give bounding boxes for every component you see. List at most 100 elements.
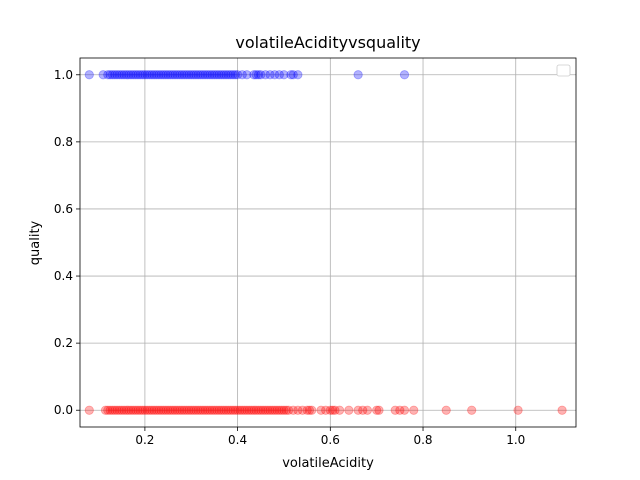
quality-0-point [242,405,252,415]
quality-1-point [135,70,145,80]
quality-0-point [395,405,405,415]
quality-1-point [214,70,224,80]
quality-1-point [209,70,220,80]
quality-0-point [195,405,206,415]
quality-0-point [274,405,284,415]
quality-0-point [84,405,94,415]
quality-0-point [128,405,138,415]
quality-0-point [362,405,373,415]
quality-0-point [140,405,150,415]
x-tick-label: 1.0 [506,433,525,447]
quality-1-point [165,70,175,80]
y-tick-label: 0.6 [54,202,73,216]
quality-1-point [158,70,169,80]
quality-1-point [242,70,252,80]
quality-1-point [188,70,199,80]
quality-1-point [195,70,206,80]
quality-1-point [293,70,303,80]
quality-1-point [103,70,113,80]
quality-0-point [165,405,175,415]
quality-0-point [163,405,173,415]
quality-1-point [107,70,118,80]
quality-1-point [110,70,120,80]
y-tick-label: 0.8 [54,135,73,149]
quality-0-point [399,405,410,415]
quality-0-point [513,405,523,415]
quality-1-point [151,70,162,80]
quality-1-point [265,70,275,80]
y-tick-label: 1.0 [54,68,73,82]
quality-0-point [216,405,226,415]
quality-1-point [105,70,115,80]
data-points [84,70,567,415]
quality-0-point [179,405,189,415]
quality-0-point [168,405,178,415]
quality-0-point [467,405,477,415]
quality-1-point [161,70,171,80]
quality-1-point [219,70,229,80]
quality-0-point [144,405,155,415]
quality-0-point [182,405,192,415]
quality-1-point [128,70,138,80]
quality-1-point [140,70,150,80]
quality-0-point [265,405,275,415]
quality-0-point [207,405,217,415]
quality-1-point [205,70,215,80]
quality-0-point [328,405,338,415]
quality-1-point [154,70,164,80]
quality-1-point [202,70,213,80]
quality-0-point [117,405,127,415]
quality-0-point [193,405,203,415]
quality-0-point [114,405,125,415]
quality-0-point [330,405,340,415]
quality-1-point [186,70,196,80]
y-tick-label: 0.4 [54,269,73,283]
quality-0-point [221,405,231,415]
quality-1-point [147,70,157,80]
quality-0-point [105,405,115,415]
quality-1-point [228,70,238,80]
quality-0-point [135,405,145,415]
quality-0-point [131,405,141,415]
quality-0-point [142,405,152,415]
quality-1-point [230,70,240,80]
quality-1-point [193,70,203,80]
quality-1-point [98,70,108,80]
quality-0-point [112,405,122,415]
quality-0-point [147,405,157,415]
quality-0-point [212,405,222,415]
quality-0-point [260,405,271,415]
quality-0-point [244,405,254,415]
quality-1-point [399,70,410,80]
quality-0-point [307,405,317,415]
quality-0-point [344,405,354,415]
x-axis-label: volatileAcidity [282,456,374,471]
quality-1-point [142,70,152,80]
quality-0-point [279,405,289,415]
quality-1-point [184,70,194,80]
quality-1-point [207,70,217,80]
quality-0-point [233,405,243,415]
quality-1-point [212,70,222,80]
quality-0-point [374,405,384,415]
quality-0-point [184,405,194,415]
quality-1-point [182,70,192,80]
quality-1-point [233,70,243,80]
quality-0-point [154,405,164,415]
quality-0-point [103,405,113,415]
y-tick-label: 0.2 [54,336,73,350]
quality-0-point [151,405,162,415]
quality-0-point [202,405,213,415]
quality-0-point [172,405,182,415]
quality-0-point [263,405,273,415]
quality-1-point [175,70,185,80]
quality-0-point [158,405,169,415]
quality-0-point [239,405,250,415]
quality-1-point [117,70,127,80]
quality-0-point [205,405,215,415]
quality-1-point [251,70,261,80]
quality-0-point [281,405,291,415]
quality-0-point [358,405,368,415]
grid [80,58,576,427]
